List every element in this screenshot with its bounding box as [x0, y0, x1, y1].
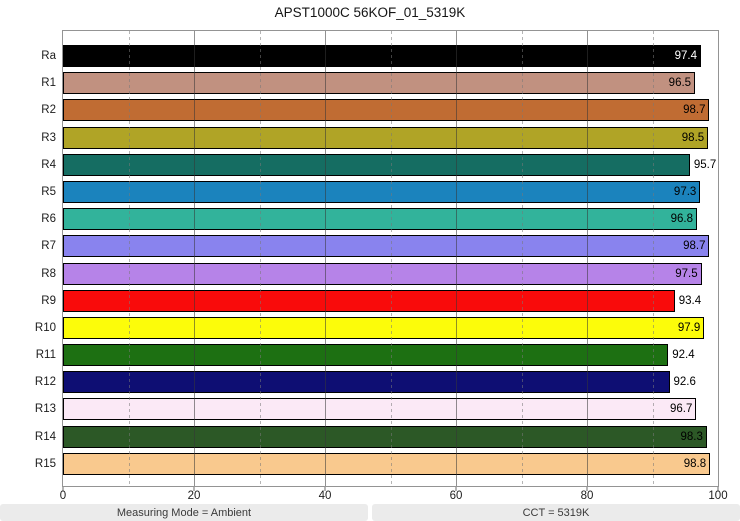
bar-value-R4: 95.7 [693, 158, 717, 171]
tick-label-0: 0 [59, 490, 67, 502]
tickmark-20 [193, 487, 195, 491]
bar-R3: 98.5 [63, 126, 709, 149]
bar-row-R11: 92.4 [63, 344, 718, 367]
bar-value-R12: 92.6 [673, 376, 696, 389]
y-axis-labels: Ra R1 R2 R3 R4 R5 R6 R7 R8 R9 R10 R11 R12 R13 R14 R15 [0, 31, 56, 486]
tickmark-80 [586, 487, 588, 491]
bar-Ra: 97.4 [63, 45, 701, 67]
bar-value-R8: 97.5 [675, 267, 698, 280]
y-label-R1: R1 [41, 77, 56, 90]
bar-R2: 98.7 [63, 99, 710, 122]
bar-R11 [63, 344, 669, 367]
bar-R4 [63, 153, 690, 176]
tick-label-80: 80 [580, 490, 594, 502]
bar-R14: 98.3 [63, 425, 707, 448]
y-label-R5: R5 [41, 185, 56, 198]
bar-value-R3: 98.5 [681, 131, 705, 144]
bar-R6: 96.8 [63, 208, 698, 231]
y-label-R8: R8 [41, 267, 56, 280]
plot-area: 97.4 96.5 98.7 98.5 95.7 97.3 96.8 98.7 97.5 93.4… [62, 30, 719, 487]
y-label-R2: R2 [41, 104, 56, 117]
bar-value-R5: 97.3 [673, 185, 697, 198]
bar-R13: 96.7 [63, 398, 697, 421]
bar-R7: 98.7 [63, 235, 710, 258]
bar-row-R7: 98.7 [63, 235, 718, 258]
bar-row-R12: 92.6 [63, 371, 718, 394]
bar-R8: 97.5 [63, 262, 702, 285]
y-label-R7: R7 [41, 240, 56, 253]
y-label-R9: R9 [41, 294, 56, 307]
bar-value-R14: 98.3 [680, 430, 703, 443]
tick-label-60: 60 [449, 490, 463, 502]
tick-label-20: 20 [187, 490, 201, 502]
y-label-R10: R10 [34, 321, 56, 334]
y-label-R13: R13 [34, 403, 56, 416]
bar-R15: 98.8 [63, 452, 711, 475]
bar-value-R10: 97.9 [677, 321, 701, 334]
y-label-R15: R15 [34, 457, 56, 470]
y-label-R12: R12 [34, 376, 56, 389]
bar-value-Ra: 97.4 [674, 50, 697, 62]
bar-row-R10: 97.9 [63, 316, 718, 339]
tickmark-100 [717, 487, 719, 491]
bar-R10: 97.9 [63, 316, 705, 339]
bar-value-R15: 98.8 [683, 457, 707, 470]
bar-row-R3: 98.5 [63, 126, 718, 149]
tick-label-100: 100 [708, 490, 728, 502]
bar-value-R1: 96.5 [668, 77, 692, 90]
tickmark-60 [455, 487, 457, 491]
x-axis-tickmarks [62, 487, 719, 491]
y-label-R14: R14 [34, 430, 56, 443]
bar-row-R5: 97.3 [63, 180, 718, 203]
bar-R12 [63, 371, 670, 394]
y-label-R3: R3 [41, 131, 56, 144]
y-label-R11: R11 [35, 349, 56, 362]
bar-R9 [63, 289, 675, 312]
bar-row-R14: 98.3 [63, 425, 718, 448]
bar-row-R9: 93.4 [63, 289, 718, 312]
bar-row-R6: 96.8 [63, 208, 718, 231]
bar-R5: 97.3 [63, 180, 701, 203]
x-axis-tick-labels: 0 20 40 60 80 100 [59, 490, 728, 503]
bar-value-R9: 93.4 [678, 294, 702, 307]
bar-row-R2: 98.7 [63, 99, 718, 122]
bar-row-R15: 98.8 [63, 452, 718, 475]
bar-value-R13: 96.7 [669, 403, 693, 416]
y-label-R6: R6 [41, 213, 56, 226]
bar-row-R1: 96.5 [63, 72, 718, 95]
tick-label-40: 40 [318, 490, 332, 502]
bar-row-Ra: 97.4 [63, 45, 718, 67]
y-label-Ra: Ra [41, 50, 56, 62]
bar-value-R6: 96.8 [670, 213, 694, 226]
tickmark-40 [324, 487, 326, 491]
y-label-R4: R4 [41, 158, 56, 171]
bar-row-R4: 95.7 [63, 153, 718, 176]
bar-row-R13: 96.7 [63, 398, 718, 421]
bar-R1: 96.5 [63, 72, 696, 95]
status-cct-text: CCT = 5319K [522, 506, 590, 519]
bar-value-R11: 92.4 [672, 349, 695, 362]
bar-row-R8: 97.5 [63, 262, 718, 285]
chart-title: APST1000C 56KOF_01_5319K [274, 5, 466, 20]
tickmark-0 [62, 487, 64, 491]
status-measuring-mode: Measuring Mode = Ambient [0, 504, 368, 521]
status-cct: CCT = 5319K [372, 504, 740, 521]
bar-rows: 97.4 96.5 98.7 98.5 95.7 97.3 96.8 98.7 97.5 93.4… [63, 31, 718, 486]
status-measuring-mode-text: Measuring Mode = Ambient [116, 506, 252, 519]
bar-value-R7: 98.7 [683, 240, 706, 253]
bar-value-R2: 98.7 [683, 104, 706, 117]
